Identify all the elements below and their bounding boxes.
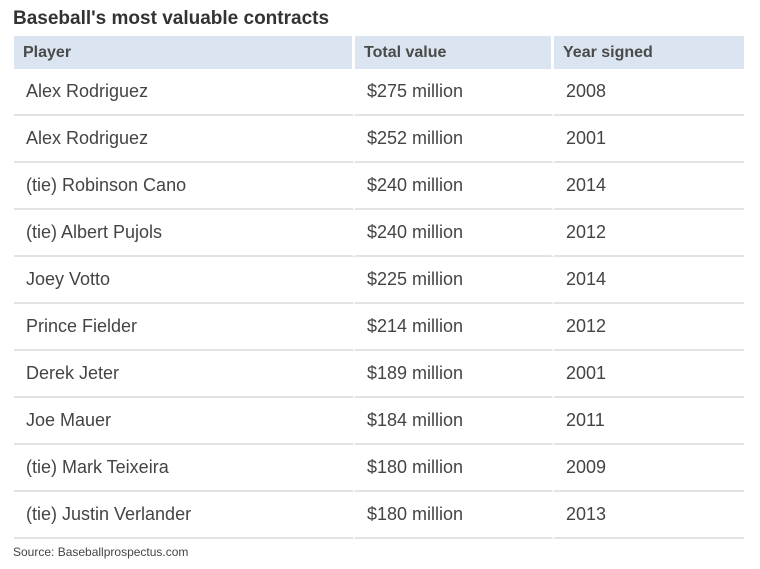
year-signed-cell: 2009 bbox=[554, 445, 744, 492]
column-header-total-value: Total value bbox=[355, 36, 554, 69]
total-value-cell: $252 million bbox=[355, 116, 554, 163]
year-signed-cell: 2014 bbox=[554, 163, 744, 210]
table-row: Joey Votto $225 million 2014 bbox=[14, 257, 744, 304]
table-row: Derek Jeter $189 million 2001 bbox=[14, 351, 744, 398]
player-cell: Derek Jeter bbox=[14, 351, 355, 398]
year-signed-cell: 2001 bbox=[554, 351, 744, 398]
player-cell: Joey Votto bbox=[14, 257, 355, 304]
year-signed-cell: 2001 bbox=[554, 116, 744, 163]
year-signed-cell: 2012 bbox=[554, 210, 744, 257]
year-signed-cell: 2011 bbox=[554, 398, 744, 445]
player-cell: (tie) Robinson Cano bbox=[14, 163, 355, 210]
table-row: (tie) Justin Verlander $180 million 2013 bbox=[14, 492, 744, 539]
table-row: Joe Mauer $184 million 2011 bbox=[14, 398, 744, 445]
table-row: Alex Rodriguez $275 million 2008 bbox=[14, 69, 744, 116]
year-signed-cell: 2014 bbox=[554, 257, 744, 304]
player-cell: (tie) Justin Verlander bbox=[14, 492, 355, 539]
table-row: Prince Fielder $214 million 2012 bbox=[14, 304, 744, 351]
table-row: (tie) Mark Teixeira $180 million 2009 bbox=[14, 445, 744, 492]
table-row: (tie) Robinson Cano $240 million 2014 bbox=[14, 163, 744, 210]
table-row: (tie) Albert Pujols $240 million 2012 bbox=[14, 210, 744, 257]
player-cell: Joe Mauer bbox=[14, 398, 355, 445]
year-signed-cell: 2013 bbox=[554, 492, 744, 539]
player-cell: (tie) Albert Pujols bbox=[14, 210, 355, 257]
column-header-player: Player bbox=[14, 36, 355, 69]
player-cell: Prince Fielder bbox=[14, 304, 355, 351]
total-value-cell: $189 million bbox=[355, 351, 554, 398]
total-value-cell: $180 million bbox=[355, 445, 554, 492]
total-value-cell: $180 million bbox=[355, 492, 554, 539]
table-header-row: Player Total value Year signed bbox=[14, 36, 744, 69]
total-value-cell: $225 million bbox=[355, 257, 554, 304]
year-signed-cell: 2008 bbox=[554, 69, 744, 116]
total-value-cell: $214 million bbox=[355, 304, 554, 351]
table-row: Alex Rodriguez $252 million 2001 bbox=[14, 116, 744, 163]
year-signed-cell: 2012 bbox=[554, 304, 744, 351]
player-cell: (tie) Mark Teixeira bbox=[14, 445, 355, 492]
total-value-cell: $240 million bbox=[355, 210, 554, 257]
table-title: Baseball's most valuable contracts bbox=[13, 8, 330, 29]
contracts-table: Player Total value Year signed Alex Rodr… bbox=[14, 36, 744, 539]
column-header-year-signed: Year signed bbox=[554, 36, 744, 69]
source-note: Source: Baseballprospectus.com bbox=[13, 545, 189, 559]
player-cell: Alex Rodriguez bbox=[14, 69, 355, 116]
total-value-cell: $275 million bbox=[355, 69, 554, 116]
player-cell: Alex Rodriguez bbox=[14, 116, 355, 163]
total-value-cell: $184 million bbox=[355, 398, 554, 445]
total-value-cell: $240 million bbox=[355, 163, 554, 210]
